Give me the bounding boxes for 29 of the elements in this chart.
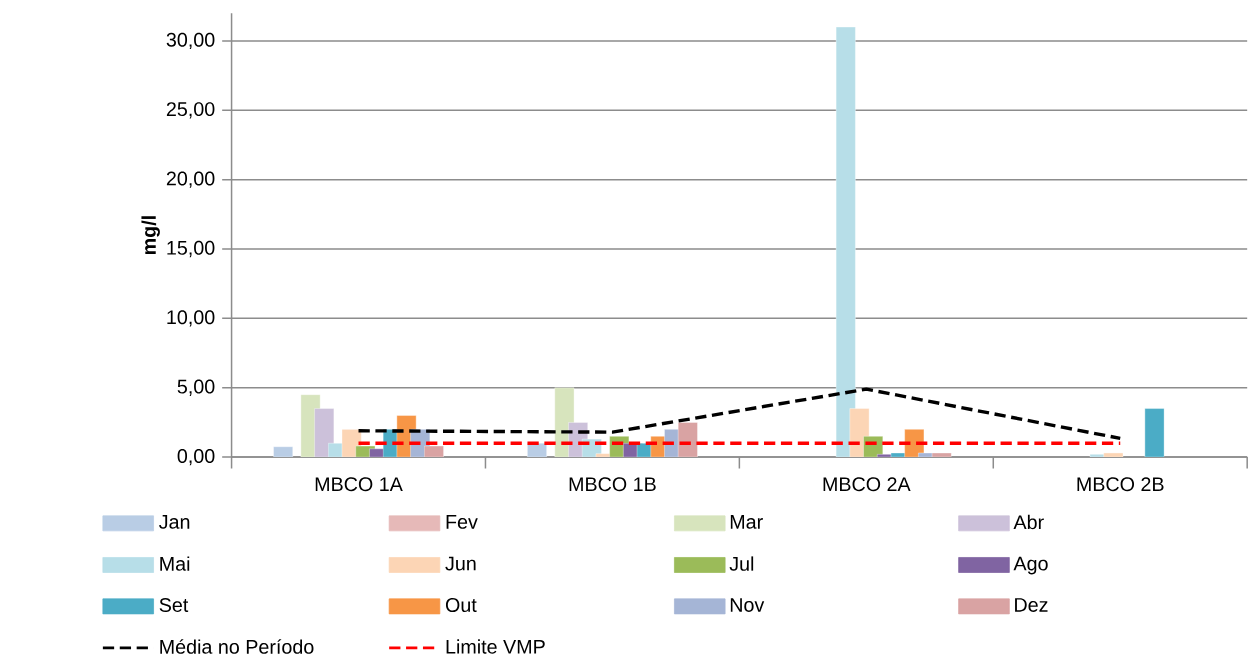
legend-label: Out	[445, 597, 477, 612]
legend-label: Mai	[160, 556, 190, 571]
x-tick-label: MBCO 2A	[823, 477, 911, 491]
legend-label: Média no Período	[160, 638, 314, 654]
legend-label: Limite VMP	[446, 639, 545, 654]
bar	[1144, 408, 1165, 457]
y-tick-label: 25,00	[166, 101, 215, 119]
legend-label: Abr	[1013, 514, 1044, 530]
y-tick-label: 15,00	[167, 240, 215, 257]
legend-label: Set	[159, 597, 189, 612]
legend-label: Nov	[730, 597, 765, 612]
y-tick-label: 0,00	[177, 448, 215, 466]
legend-label: Jun	[445, 556, 476, 571]
x-tick-label: MBCO 1B	[569, 477, 656, 491]
y-tick-label: 20,00	[166, 171, 215, 188]
line-series	[356, 387, 1122, 440]
y-tick-label: 10,00	[167, 310, 215, 327]
legend-label: Jan	[159, 514, 190, 529]
bar	[273, 446, 293, 457]
y-axis-title: mg/l	[141, 216, 160, 254]
y-tick-label: 30,00	[166, 32, 215, 49]
x-tick-label: MBCO 1A	[315, 477, 403, 491]
legend-label: Dez	[1015, 597, 1048, 612]
legend-label: Ago	[1013, 556, 1048, 575]
legend-label: Mar	[730, 514, 763, 529]
x-tick-label: MBCO 2B	[1077, 477, 1164, 491]
legend-label: Jul	[729, 556, 754, 571]
legend-label: Fev	[446, 514, 478, 529]
y-tick-label: 5,00	[177, 379, 215, 396]
